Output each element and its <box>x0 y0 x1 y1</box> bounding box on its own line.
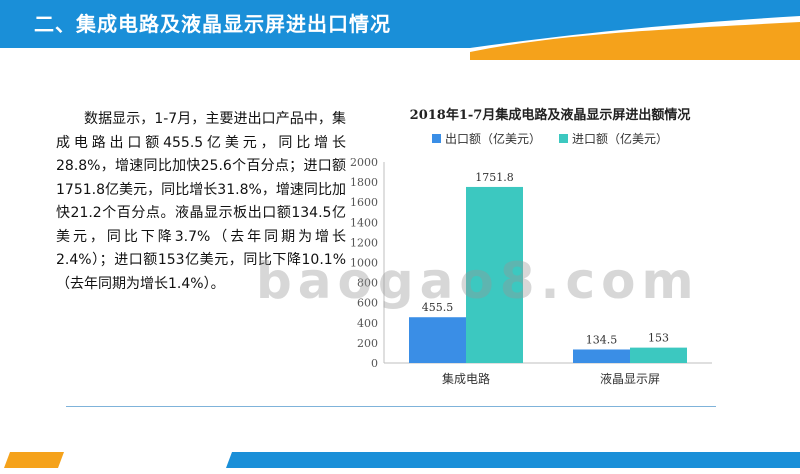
bar <box>466 186 523 363</box>
bar <box>573 349 630 363</box>
chart-title: 2018年1-7月集成电路及液晶显示屏进出额情况 <box>409 108 691 123</box>
data-label: 1751.8 <box>475 171 514 184</box>
legend-item-import: 进口额（亿美元） <box>559 130 668 147</box>
footer-bar <box>4 452 800 468</box>
chart-legend: 出口额（亿美元） 进口额（亿美元） <box>360 130 740 147</box>
x-tick-label: 液晶显示屏 <box>600 371 660 386</box>
y-tick-label: 0 <box>371 357 378 370</box>
y-tick-label: 2000 <box>350 156 378 169</box>
y-tick-label: 1400 <box>350 216 378 229</box>
legend-swatch-export <box>431 134 441 143</box>
y-tick-label: 1800 <box>350 176 378 189</box>
legend-swatch-import <box>559 134 568 143</box>
legend-item-export: 出口额（亿美元） <box>431 130 541 147</box>
footer-divider <box>66 406 716 407</box>
body-paragraph: 数据显示，1-7月，主要进出口产品中，集成电路出口额455.5亿美元，同比增长2… <box>56 111 346 292</box>
bar <box>630 347 687 363</box>
bar-chart: 0 200 400 600 800 1000 1200 1400 1600 1800 2000 455… <box>350 156 712 386</box>
y-tick-label: 1000 <box>350 257 378 270</box>
legend-label-import: 进口额（亿美元） <box>572 132 669 146</box>
banner-blue-shape <box>0 0 800 48</box>
y-tick-label: 1200 <box>350 236 378 249</box>
data-label: 455.5 <box>422 301 454 314</box>
y-tick-label: 200 <box>357 337 378 350</box>
banner-orange-swoosh <box>470 22 800 60</box>
footer-blue-stripe <box>226 452 800 468</box>
page-title: 二、集成电路及液晶显示屏进出口情况 <box>34 12 391 36</box>
y-tick-label: 1600 <box>350 196 378 209</box>
y-tick-label: 600 <box>357 297 378 310</box>
y-tick-label: 800 <box>357 277 378 290</box>
data-label: 153 <box>648 332 669 345</box>
bar <box>409 317 466 363</box>
data-label: 134.5 <box>586 333 618 346</box>
footer-orange-stripe <box>4 452 64 468</box>
y-tick-label: 400 <box>357 317 378 330</box>
header-banner <box>0 0 800 60</box>
legend-label-export: 出口额（亿美元） <box>444 132 541 146</box>
x-tick-label: 集成电路 <box>442 371 490 386</box>
